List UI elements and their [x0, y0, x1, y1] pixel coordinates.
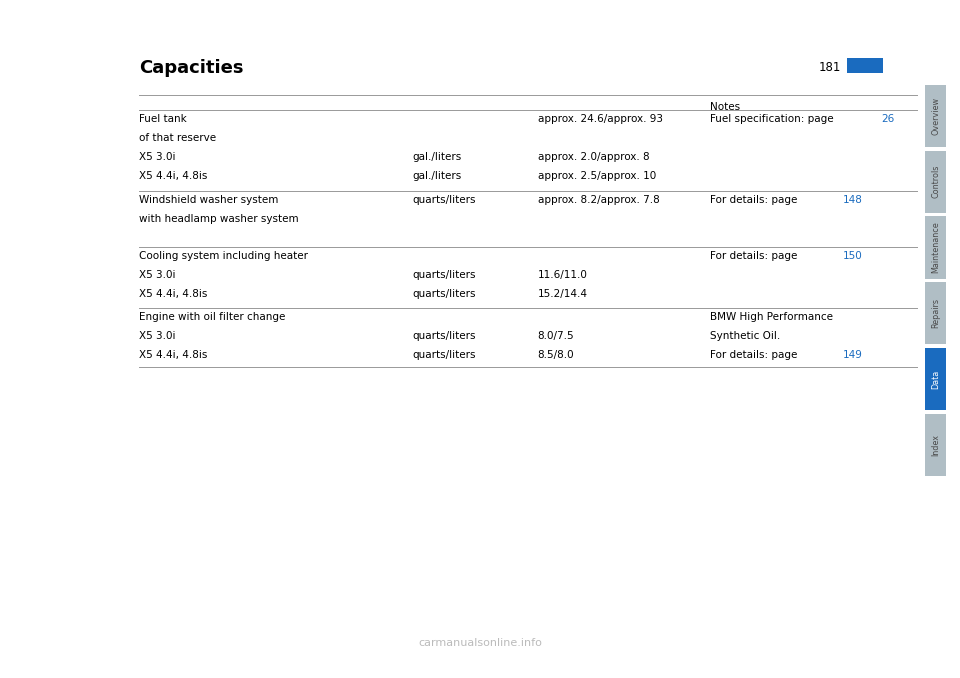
Text: gal./liters: gal./liters [413, 171, 462, 181]
Text: quarts/liters: quarts/liters [413, 350, 476, 360]
Text: Overview: Overview [931, 97, 940, 135]
Bar [847, 58, 883, 73]
Text: For details: page: For details: page [710, 195, 801, 205]
Text: 15.2/14.4: 15.2/14.4 [538, 289, 588, 299]
Text: approx. 2.5/approx. 10: approx. 2.5/approx. 10 [538, 171, 656, 181]
Text: 149: 149 [843, 350, 863, 360]
Text: quarts/liters: quarts/liters [413, 289, 476, 299]
Text: X5 3.0i: X5 3.0i [139, 152, 176, 162]
Text: Capacities: Capacities [139, 59, 244, 77]
Text: quarts/liters: quarts/liters [413, 331, 476, 341]
Text: Cooling system including heater: Cooling system including heater [139, 251, 308, 261]
Text: Fuel tank: Fuel tank [139, 114, 187, 124]
Text: For details: page: For details: page [710, 251, 801, 261]
Text: of that reserve: of that reserve [139, 133, 216, 143]
Bar [925, 414, 947, 476]
Text: Windshield washer system: Windshield washer system [139, 195, 278, 205]
Text: Repairs: Repairs [931, 298, 940, 328]
Text: X5 4.4i, 4.8is: X5 4.4i, 4.8is [139, 171, 207, 181]
Bar [925, 85, 947, 147]
Text: X5 4.4i, 4.8is: X5 4.4i, 4.8is [139, 289, 207, 299]
Text: Data: Data [931, 370, 940, 388]
Text: Notes: Notes [710, 102, 740, 112]
Text: Synthetic Oil.: Synthetic Oil. [710, 331, 780, 341]
Bar [925, 348, 947, 410]
Text: 26: 26 [881, 114, 895, 124]
Bar [925, 282, 947, 344]
Text: Engine with oil filter change: Engine with oil filter change [139, 312, 285, 322]
Text: approx. 8.2/approx. 7.8: approx. 8.2/approx. 7.8 [538, 195, 660, 205]
Text: X5 3.0i: X5 3.0i [139, 331, 176, 341]
Text: gal./liters: gal./liters [413, 152, 462, 162]
Text: X5 3.0i: X5 3.0i [139, 270, 176, 280]
Text: with headlamp washer system: with headlamp washer system [139, 214, 299, 224]
Text: approx. 24.6/approx. 93: approx. 24.6/approx. 93 [538, 114, 662, 124]
Bar [925, 216, 947, 279]
Text: 181: 181 [819, 61, 841, 75]
Text: Fuel specification: page: Fuel specification: page [710, 114, 837, 124]
Text: 150: 150 [843, 251, 863, 261]
Text: 8.5/8.0: 8.5/8.0 [538, 350, 574, 360]
Text: Maintenance: Maintenance [931, 222, 940, 273]
Text: BMW High Performance: BMW High Performance [710, 312, 833, 322]
Text: carmanualsonline.info: carmanualsonline.info [418, 638, 542, 647]
Text: 11.6/11.0: 11.6/11.0 [538, 270, 588, 280]
Text: Index: Index [931, 434, 940, 456]
Text: quarts/liters: quarts/liters [413, 195, 476, 205]
Bar [925, 151, 947, 213]
Text: Controls: Controls [931, 165, 940, 199]
Text: 148: 148 [843, 195, 863, 205]
Text: approx. 2.0/approx. 8: approx. 2.0/approx. 8 [538, 152, 649, 162]
Text: 8.0/7.5: 8.0/7.5 [538, 331, 574, 341]
Text: For details: page: For details: page [710, 350, 801, 360]
Text: quarts/liters: quarts/liters [413, 270, 476, 280]
Text: X5 4.4i, 4.8is: X5 4.4i, 4.8is [139, 350, 207, 360]
